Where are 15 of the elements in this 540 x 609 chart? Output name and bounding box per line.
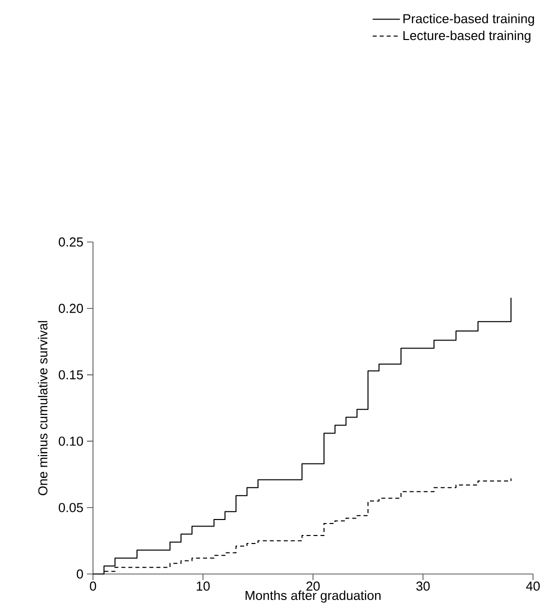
y-tick-label: 0.05 <box>58 503 83 512</box>
legend-label: Practice-based training <box>403 14 534 26</box>
y-tick-label: 0.20 <box>58 304 83 313</box>
y-axis-title: One minus cumulative survival <box>38 321 48 496</box>
y-tick-label: 0.10 <box>58 436 83 446</box>
x-tick-label: 40 <box>526 582 540 591</box>
legend-label: Lecture-based training <box>403 30 530 43</box>
y-tick-label: 0.25 <box>58 237 83 247</box>
x-tick-label: 10 <box>196 582 210 591</box>
x-tick-label: 20 <box>306 582 320 591</box>
x-tick-label: 0 <box>90 582 96 591</box>
y-tick-label: 0.15 <box>58 370 83 380</box>
y-tick-label: 0 <box>76 569 83 579</box>
x-tick-label: 30 <box>416 582 430 591</box>
x-axis-title: Months after graduation <box>246 590 381 603</box>
